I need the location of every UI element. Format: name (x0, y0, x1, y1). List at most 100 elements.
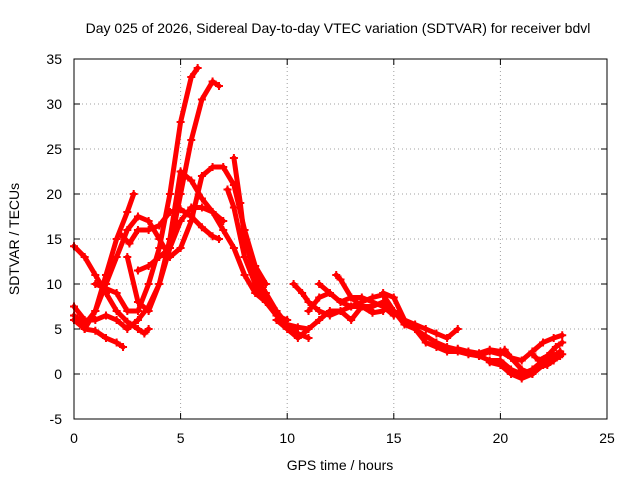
data-point (325, 289, 334, 297)
data-point (549, 356, 558, 365)
data-point (214, 235, 223, 243)
y-tick-label: 0 (54, 366, 62, 382)
data-point (368, 302, 377, 311)
data-point (197, 194, 206, 203)
data-point (240, 271, 249, 279)
data-point (208, 208, 217, 216)
data-point (507, 353, 516, 362)
data-point (517, 356, 526, 365)
y-tick-label: 35 (46, 51, 62, 67)
data-point (543, 361, 552, 369)
series-line (487, 349, 563, 381)
data-point (357, 302, 366, 311)
series-sat-10 (223, 185, 313, 342)
data-point (144, 280, 153, 288)
data-point (336, 298, 345, 306)
data-point (240, 253, 249, 261)
data-point (144, 262, 153, 270)
data-point (261, 289, 270, 297)
data-point (551, 343, 560, 351)
x-tick-label: 10 (279, 430, 295, 446)
data-point (298, 289, 307, 297)
data-point (347, 302, 356, 311)
data-point (214, 82, 223, 90)
data-point (112, 253, 121, 261)
data-point (293, 334, 302, 342)
data-point (517, 365, 526, 374)
data-point (133, 325, 142, 333)
grid-layer (74, 59, 607, 419)
data-point (304, 298, 313, 306)
data-point (133, 266, 142, 275)
data-point (357, 293, 366, 302)
data-point (272, 316, 281, 324)
data-point (485, 358, 494, 367)
data-point (80, 325, 89, 333)
data-point (101, 311, 110, 320)
data-point (91, 271, 100, 279)
data-point (101, 271, 110, 279)
data-point (507, 370, 516, 378)
data-point (464, 347, 473, 356)
y-tick-label: 30 (46, 96, 62, 112)
data-point (389, 307, 398, 315)
data-point (116, 230, 125, 239)
data-point (187, 176, 196, 185)
y-tick-label: 25 (46, 141, 62, 157)
data-point (91, 307, 100, 315)
data-point (123, 325, 132, 333)
plot-border (73, 58, 608, 420)
data-point (558, 331, 567, 340)
series-line (231, 155, 311, 332)
series-sat-06 (116, 205, 223, 248)
data-point (187, 203, 196, 212)
data-point (236, 199, 245, 207)
data-point (208, 232, 217, 241)
data-point (443, 347, 452, 356)
series-line (92, 65, 201, 314)
data-point (91, 280, 100, 288)
data-point (543, 352, 552, 360)
data-point (432, 343, 441, 351)
x-tick-label: 15 (386, 430, 402, 446)
data-point (112, 289, 121, 297)
y-tick-label: 20 (46, 186, 62, 202)
data-point (123, 317, 132, 326)
data-point (187, 212, 196, 221)
data-point (293, 323, 302, 332)
data-point (389, 293, 398, 302)
data-point (558, 338, 567, 347)
data-point (315, 280, 324, 288)
data-point (549, 334, 558, 342)
data-point (229, 244, 238, 252)
series-line (536, 353, 563, 370)
series-sat-07 (123, 167, 228, 315)
data-point (528, 350, 537, 359)
data-point (112, 235, 121, 243)
series-line (124, 169, 226, 314)
data-point (123, 226, 132, 234)
data-point (517, 374, 526, 383)
data-point (534, 362, 543, 371)
x-axis-label: GPS time / hours (287, 457, 394, 473)
data-point (379, 289, 388, 297)
data-point (187, 73, 196, 81)
data-point (176, 118, 185, 126)
data-point (539, 338, 548, 347)
data-point (443, 334, 452, 342)
data-point (144, 307, 153, 315)
data-point (223, 185, 232, 194)
data-point (144, 217, 153, 225)
data-point (187, 136, 196, 144)
data-point (193, 64, 202, 72)
data-point (315, 293, 324, 302)
data-point (556, 352, 565, 360)
data-point (325, 311, 334, 320)
x-tick-label: 5 (177, 430, 185, 446)
y-tick-label: 10 (46, 276, 62, 292)
data-point (91, 326, 100, 335)
data-point (140, 329, 149, 338)
data-point (112, 316, 121, 324)
data-point (251, 271, 260, 279)
